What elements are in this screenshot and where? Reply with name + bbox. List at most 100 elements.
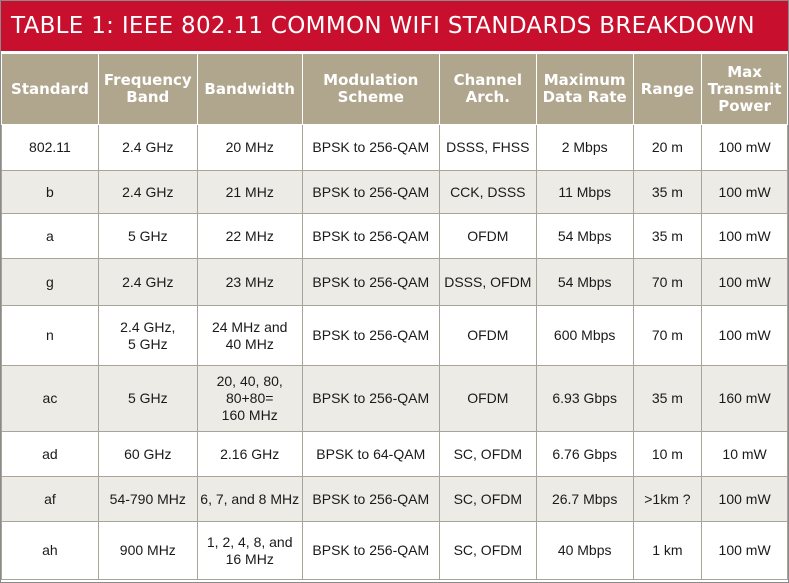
header-bandwidth: Bandwidth <box>196 53 303 125</box>
cell-text-line: a <box>46 227 54 244</box>
cell-frequency-band: 60 GHz <box>97 431 198 477</box>
header-modulation-scheme: Modulation Scheme <box>301 53 440 125</box>
cell-text-line: Data Rate <box>542 88 627 106</box>
table-row: n 2.4 GHz, 5 GHz 24 MHz and 40 MHz BPSK to 25… <box>1 305 788 366</box>
cell-standard: ah <box>1 521 99 580</box>
cell-text-line: 100 mW <box>718 490 771 507</box>
cell-text-line: 35 m <box>651 183 683 200</box>
cell-range: 35 m <box>632 170 703 214</box>
cell-maximum-data-rate: 26.7 Mbps <box>535 476 634 522</box>
cell-standard: ac <box>1 365 99 432</box>
cell-modulation-scheme: BPSK to 256-QAM <box>301 305 440 366</box>
cell-text-line: Max <box>727 62 762 81</box>
cell-maximum-data-rate: 11 Mbps <box>535 170 634 214</box>
cell-standard: ad <box>1 431 99 477</box>
cell-text-line: 24 MHz and <box>211 318 288 335</box>
cell-modulation-scheme: BPSK to 256-QAM <box>301 476 440 522</box>
cell-max-transmit-power: 100 mW <box>701 476 788 522</box>
cell-max-transmit-power: 10 mW <box>701 431 788 477</box>
cell-text-line: SC, OFDM <box>453 490 523 507</box>
cell-modulation-scheme: BPSK to 256-QAM <box>301 170 440 214</box>
cell-bandwidth: 24 MHz and 40 MHz <box>196 305 303 366</box>
table-header: Standard Frequency Band Bandwidth Modulation… <box>1 53 788 125</box>
header-max-transmit-power: Max Transmit Power <box>701 53 788 125</box>
cell-channel-arch: OFDM <box>438 305 537 366</box>
cell-text-line: SC, OFDM <box>453 445 523 462</box>
cell-channel-arch: DSSS, OFDM <box>438 258 537 306</box>
cell-text-line: 900 MHz <box>119 542 176 558</box>
header-range: Range <box>632 53 703 125</box>
cell-text-line: 21 MHz <box>225 183 274 200</box>
cell-channel-arch: CCK, DSSS <box>438 170 537 214</box>
cell-frequency-band: 2.4 GHz, 5 GHz <box>97 305 198 366</box>
cell-text-line: ah <box>42 542 58 558</box>
cell-maximum-data-rate: 2 Mbps <box>535 124 634 171</box>
cell-text-line: 10 mW <box>722 445 767 462</box>
cell-text-line: 100 mW <box>718 139 771 155</box>
cell-standard: 802.11 <box>1 124 99 171</box>
cell-text-line: Frequency <box>103 71 192 89</box>
cell-text-line: 2 Mbps <box>561 139 608 155</box>
cell-text-line: DSSS, OFDM <box>444 273 532 290</box>
cell-maximum-data-rate: 600 Mbps <box>535 305 634 366</box>
cell-text-line: Modulation <box>323 71 419 89</box>
cell-text-line: 1 km <box>652 542 683 558</box>
cell-maximum-data-rate: 6.93 Gbps <box>535 365 634 432</box>
table-row: ad 60 GHz 2.16 GHz BPSK to 64-QAM SC, OFDM 6.… <box>1 431 788 477</box>
cell-text-line: 40 Mbps <box>557 542 612 558</box>
table-row: ah 900 MHz 1, 2, 4, 8, and 16 MHz BPSK to 25… <box>1 521 788 580</box>
title-bar: TABLE 1: IEEE 802.11 COMMON WIFI STANDAR… <box>1 1 788 53</box>
cell-text-line: g <box>46 273 54 290</box>
cell-text-line: 5 GHz <box>127 227 168 244</box>
cell-text-line: BPSK to 256-QAM <box>312 183 430 200</box>
cell-frequency-band: 5 GHz <box>97 365 198 432</box>
cell-text-line: 20, 40, 80, <box>216 373 283 389</box>
header-channel-arch: Channel Arch. <box>438 53 537 125</box>
cell-text-line: 160 MHz <box>221 407 278 423</box>
cell-maximum-data-rate: 54 Mbps <box>535 213 634 259</box>
cell-frequency-band: 5 GHz <box>97 213 198 259</box>
table-row: b 2.4 GHz 21 MHz BPSK to 256-QAM CCK, DSSS 11… <box>1 170 788 214</box>
cell-text-line: BPSK to 256-QAM <box>312 139 430 155</box>
cell-text-line: Channel <box>453 71 523 89</box>
cell-text-line: 54-790 MHz <box>109 490 186 507</box>
cell-bandwidth: 20, 40, 80, 80+80= 160 MHz <box>196 365 303 432</box>
cell-text-line: BPSK to 256-QAM <box>312 327 430 343</box>
table-row: af 54-790 MHz 6, 7, and 8 MHz BPSK to 256-Q… <box>1 476 788 522</box>
cell-maximum-data-rate: 54 Mbps <box>535 258 634 306</box>
table-title: TABLE 1: IEEE 802.11 COMMON WIFI STANDAR… <box>11 13 755 39</box>
cell-range: 1 km <box>632 521 703 580</box>
cell-range: 35 m <box>632 213 703 259</box>
cell-text-line: 40 MHz <box>225 335 274 352</box>
cell-text-line: Bandwidth <box>204 79 295 98</box>
cell-modulation-scheme: BPSK to 256-QAM <box>301 213 440 259</box>
cell-maximum-data-rate: 40 Mbps <box>535 521 634 580</box>
cell-text-line: 20 MHz <box>225 139 274 155</box>
cell-modulation-scheme: BPSK to 64-QAM <box>301 431 440 477</box>
cell-text-line: 160 mW <box>718 390 771 406</box>
wifi-standards-table: Standard Frequency Band Bandwidth Modulation… <box>1 53 788 580</box>
cell-maximum-data-rate: 6.76 Gbps <box>535 431 634 477</box>
cell-text-line: BPSK to 256-QAM <box>312 490 430 507</box>
cell-text-line: 6, 7, and 8 MHz <box>200 490 300 507</box>
cell-range: 35 m <box>632 365 703 432</box>
cell-text-line: 5 GHz <box>127 390 168 406</box>
cell-text-line: 5 GHz <box>127 335 168 352</box>
cell-text-line: n <box>46 327 54 343</box>
cell-text-line: CCK, DSSS <box>450 183 526 200</box>
cell-text-line: 70 m <box>651 327 683 343</box>
cell-text-line: 2.4 GHz <box>122 183 174 200</box>
cell-text-line: 35 m <box>651 227 683 244</box>
cell-text-line: 23 MHz <box>225 273 274 290</box>
cell-text-line: 100 mW <box>718 227 771 244</box>
cell-frequency-band: 2.4 GHz <box>97 124 198 171</box>
cell-bandwidth: 6, 7, and 8 MHz <box>196 476 303 522</box>
cell-bandwidth: 23 MHz <box>196 258 303 306</box>
cell-text-line: Range <box>640 79 695 98</box>
cell-text-line: 1, 2, 4, 8, and <box>206 533 293 550</box>
cell-frequency-band: 2.4 GHz <box>97 258 198 306</box>
cell-standard: af <box>1 476 99 522</box>
cell-text-line: 10 m <box>651 445 683 462</box>
cell-text-line: 100 mW <box>718 273 771 290</box>
